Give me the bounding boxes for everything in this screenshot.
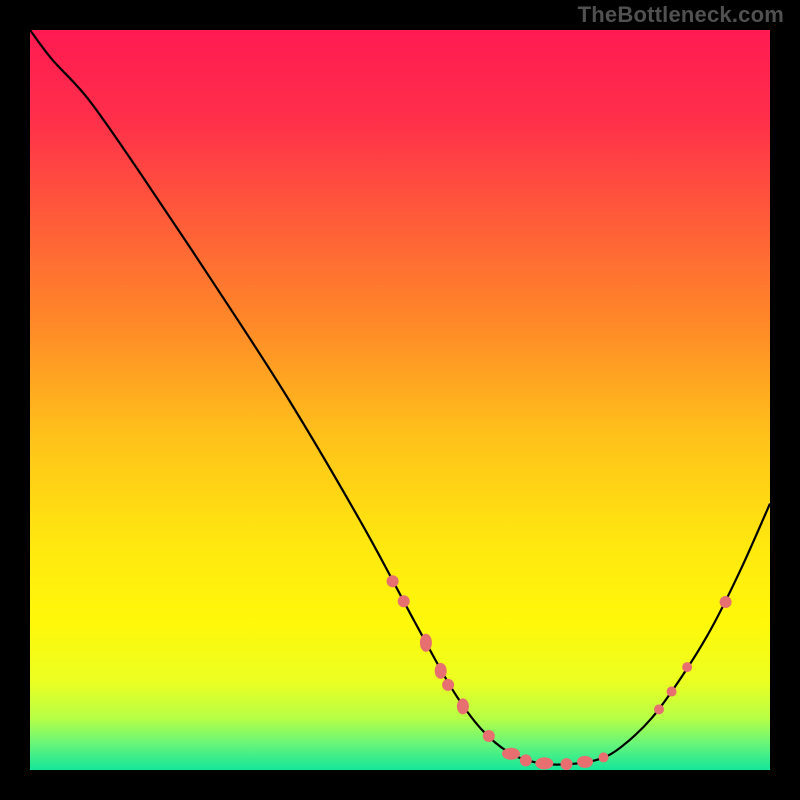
curve-marker [387, 575, 399, 587]
curve-marker [654, 704, 664, 714]
curve-marker [561, 758, 573, 770]
curve-marker [442, 679, 454, 691]
curve-marker [599, 752, 609, 762]
curve-marker [720, 596, 732, 608]
chart-curve-layer [30, 30, 770, 770]
curve-marker [398, 595, 410, 607]
curve-markers [387, 575, 732, 770]
watermark-text: TheBottleneck.com [578, 2, 784, 28]
curve-marker [667, 687, 677, 697]
curve-marker [577, 756, 593, 768]
bottleneck-curve [30, 30, 770, 765]
chart-plot-area [30, 30, 770, 770]
curve-marker [435, 663, 447, 679]
curve-marker [520, 754, 532, 766]
curve-marker [420, 634, 432, 652]
curve-marker [502, 748, 520, 760]
curve-marker [483, 730, 495, 742]
curve-marker [457, 698, 469, 714]
curve-marker [682, 662, 692, 672]
curve-marker [535, 757, 553, 769]
